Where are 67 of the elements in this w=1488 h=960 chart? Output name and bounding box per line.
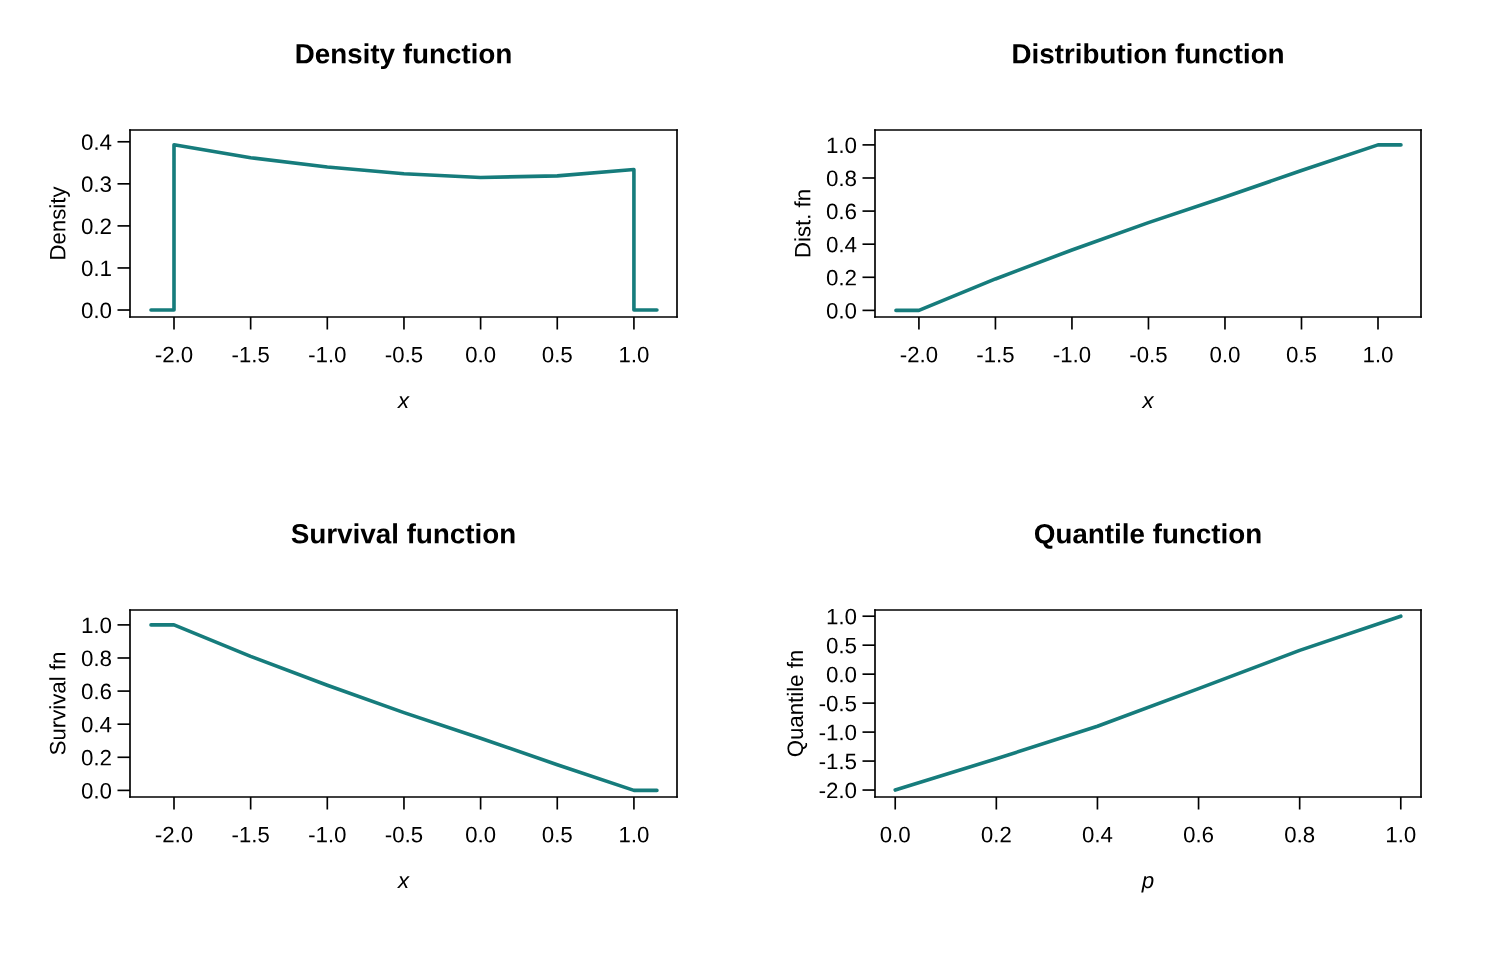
x-axis-title: p — [1141, 876, 1154, 893]
x-tick-label: -1.0 — [309, 826, 346, 843]
x-tick-label: 0.0 — [466, 826, 496, 843]
chart-title: Distribution function — [1013, 43, 1283, 64]
y-tick-label: 0.3 — [81, 176, 111, 193]
y-tick-label: 0.1 — [81, 260, 111, 277]
y-tick-label: -2.0 — [819, 782, 857, 799]
y-tick-label: 0.2 — [81, 749, 111, 766]
y-tick-label: -1.5 — [819, 753, 857, 770]
y-axis-title: Density — [49, 186, 70, 259]
y-axis-title: Quantile fn — [786, 651, 808, 757]
y-tick-label: 0.4 — [826, 236, 857, 253]
x-tick-label: 0.5 — [1286, 346, 1316, 363]
x-tick-label: -1.0 — [1053, 346, 1091, 363]
x-tick-label: -1.5 — [232, 826, 269, 843]
x-tick-label: 1.0 — [620, 826, 649, 843]
x-tick-label: 0.2 — [981, 826, 1011, 843]
y-tick-label: -0.5 — [819, 695, 857, 712]
x-axis-title: x — [397, 396, 410, 408]
y-tick-label: -1.0 — [819, 724, 857, 741]
y-tick-label: 0.8 — [81, 650, 111, 667]
x-tick-label: 0.4 — [1082, 826, 1113, 843]
x-tick-label: -0.5 — [1130, 346, 1167, 363]
x-tick-label: 1.0 — [1364, 346, 1393, 363]
x-axis-title: x — [397, 876, 410, 888]
y-tick-label: 0.8 — [826, 170, 856, 187]
chart-title: Quantile function — [1034, 523, 1261, 549]
y-tick-label: 0.6 — [826, 203, 856, 220]
y-tick-label: 0.5 — [826, 637, 857, 654]
x-axis-title: x — [1141, 396, 1155, 408]
y-tick-label: 1.0 — [82, 617, 112, 634]
y-tick-label: 0.0 — [81, 302, 112, 319]
line-series — [149, 623, 659, 793]
y-tick-label: 0.6 — [81, 683, 111, 700]
x-tick-label: 0.0 — [1210, 346, 1240, 363]
x-tick-label: 0.0 — [880, 826, 910, 843]
x-tick-label: -2.0 — [900, 346, 938, 363]
y-tick-label: 0.0 — [826, 302, 857, 319]
x-tick-label: 1.0 — [620, 346, 649, 363]
x-tick-label: -2.0 — [155, 346, 193, 363]
y-tick-label: 0.2 — [81, 218, 111, 235]
y-tick-label: 0.4 — [81, 134, 112, 151]
x-tick-label: 0.8 — [1285, 826, 1315, 843]
x-tick-label: -1.5 — [977, 346, 1014, 363]
x-tick-label: -2.0 — [155, 826, 193, 843]
x-tick-label: 0.5 — [542, 346, 572, 363]
line-series — [893, 614, 1403, 792]
x-tick-label: 0.5 — [542, 826, 572, 843]
y-axis-title: Dist. fn — [794, 190, 811, 257]
y-tick-label: 0.4 — [81, 716, 112, 733]
x-tick-label: 0.6 — [1183, 826, 1214, 843]
x-tick-label: -1.0 — [309, 346, 346, 363]
y-tick-label: 1.0 — [827, 137, 857, 154]
line-series — [894, 143, 1403, 313]
y-tick-label: 0.2 — [826, 269, 856, 286]
x-tick-label: 1.0 — [1387, 826, 1416, 843]
y-axis-title: Survival fn — [49, 653, 66, 755]
x-tick-label: -0.5 — [385, 826, 423, 843]
chart-title: Survival function — [291, 523, 515, 544]
y-tick-label: 0.0 — [826, 666, 857, 683]
x-tick-label: 0.0 — [466, 346, 496, 363]
chart-title: Density function — [296, 43, 511, 70]
line-series — [149, 142, 659, 312]
x-tick-label: -1.5 — [232, 346, 269, 363]
y-tick-label: 1.0 — [827, 608, 857, 625]
x-tick-label: -0.5 — [385, 346, 423, 363]
y-tick-label: 0.0 — [81, 782, 112, 799]
